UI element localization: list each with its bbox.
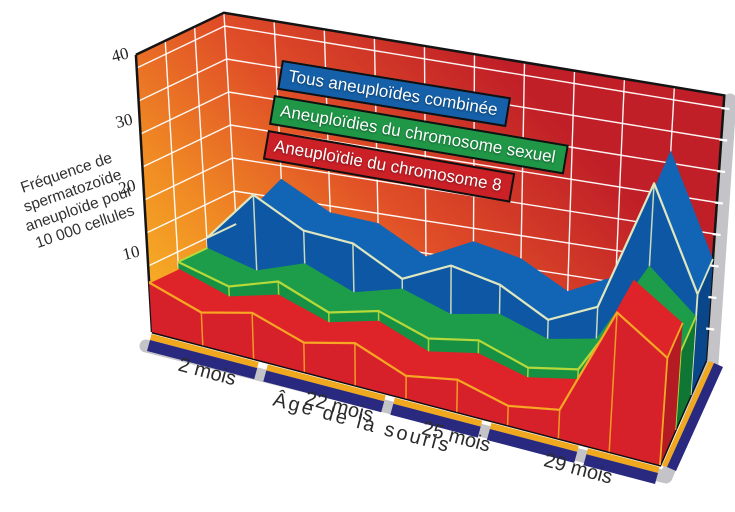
chart-floor: [147, 330, 723, 484]
right-edge-tick: [712, 232, 721, 237]
right-edge-tick: [721, 106, 730, 111]
right-edge-tick: [719, 138, 728, 142]
right-edge-tick: [708, 295, 717, 300]
ribbon-chromosome8-red: [148, 267, 684, 466]
right-edge-tick: [710, 264, 719, 268]
right-edge-tick: [714, 201, 724, 205]
right-edge-tick: [716, 169, 726, 174]
right-edge-tick: [706, 327, 715, 331]
